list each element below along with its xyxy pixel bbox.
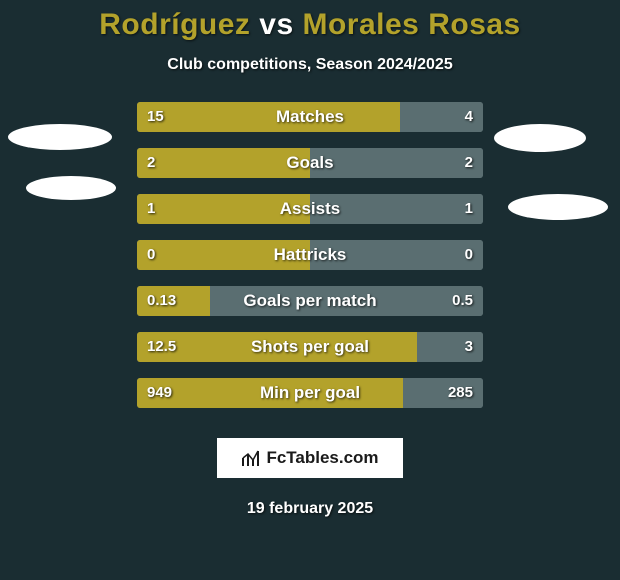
title-player2: Morales Rosas [302, 8, 520, 41]
stat-row: Goals per match0.130.5 [0, 286, 620, 332]
stat-value-left: 15 [147, 102, 164, 132]
stat-bar-left [137, 102, 400, 132]
stat-bar-left [137, 194, 310, 224]
stat-value-right: 3 [465, 332, 473, 362]
stat-value-right: 4 [465, 102, 473, 132]
stat-value-left: 0.13 [147, 286, 176, 316]
stat-value-right: 2 [465, 148, 473, 178]
stat-bar-left [137, 378, 403, 408]
stat-value-right: 1 [465, 194, 473, 224]
stat-bar-right [310, 148, 483, 178]
stat-value-left: 949 [147, 378, 172, 408]
stat-value-left: 0 [147, 240, 155, 270]
stat-value-right: 0 [465, 240, 473, 270]
stat-bar-left [137, 332, 417, 362]
stat-bar-track [137, 286, 483, 316]
stat-value-left: 12.5 [147, 332, 176, 362]
brand-badge: FcTables.com [217, 438, 403, 478]
stat-value-right: 0.5 [452, 286, 473, 316]
stat-bar-track [137, 332, 483, 362]
stat-bar-left [137, 240, 310, 270]
stat-rows: Matches154Goals22Assists11Hattricks00Goa… [0, 102, 620, 424]
stat-bar-track [137, 194, 483, 224]
stat-bar-left [137, 148, 310, 178]
stat-row: Min per goal949285 [0, 378, 620, 424]
comparison-card: Rodríguez vs Morales Rosas Club competit… [0, 0, 620, 580]
stat-value-left: 1 [147, 194, 155, 224]
page-title: Rodríguez vs Morales Rosas [0, 8, 620, 42]
stat-bar-right [210, 286, 483, 316]
stat-bar-track [137, 148, 483, 178]
stat-row: Shots per goal12.53 [0, 332, 620, 378]
stat-bar-right [310, 194, 483, 224]
stat-bar-track [137, 240, 483, 270]
stat-bar-right [417, 332, 483, 362]
stat-row: Assists11 [0, 194, 620, 240]
stat-value-left: 2 [147, 148, 155, 178]
title-vs: vs [259, 8, 293, 41]
subtitle: Club competitions, Season 2024/2025 [0, 56, 620, 74]
stat-value-right: 285 [448, 378, 473, 408]
date-label: 19 february 2025 [0, 500, 620, 518]
brand-chart-icon [241, 448, 263, 468]
stat-bar-track [137, 102, 483, 132]
stat-bar-track [137, 378, 483, 408]
stat-row: Goals22 [0, 148, 620, 194]
brand-text: FcTables.com [266, 448, 378, 468]
title-player1: Rodríguez [99, 8, 250, 41]
stat-bar-right [310, 240, 483, 270]
stat-row: Matches154 [0, 102, 620, 148]
stat-row: Hattricks00 [0, 240, 620, 286]
